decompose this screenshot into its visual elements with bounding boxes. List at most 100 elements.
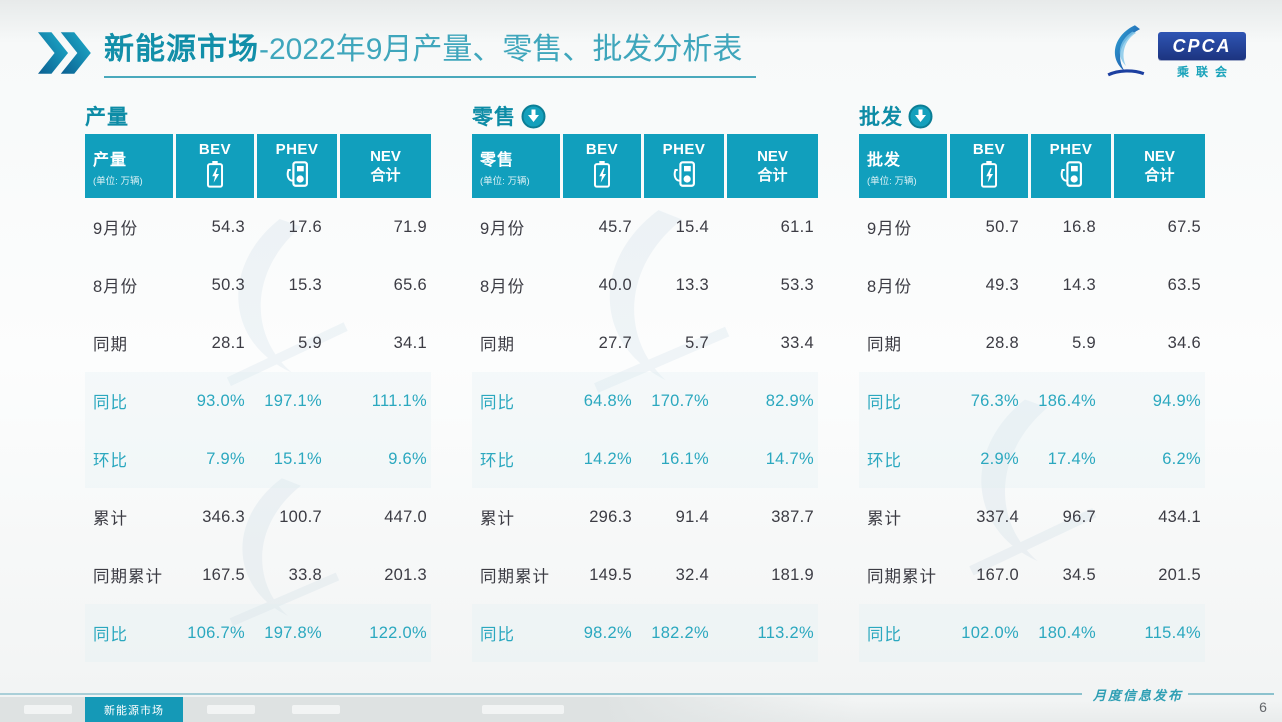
table-header-row: 零售 (单位: 万辆) BEV PHEV [472, 134, 818, 198]
cell-value: 111.1% [371, 391, 427, 410]
table-header-unit: (单位: 万辆) [867, 175, 917, 187]
column-header-bev: BEV [950, 134, 1028, 198]
footer-tab-ghost[interactable] [24, 705, 72, 714]
column-header-bev: BEV [176, 134, 254, 198]
table-row: 同期 28.8 5.9 34.6 [859, 314, 1205, 372]
table-section: 产量 产量 (单位: 万辆) BEV [85, 100, 431, 662]
down-arrow-icon [521, 104, 546, 128]
table-header-label-cell: 批发 (单位: 万辆) [859, 134, 947, 198]
cell-value: 53.3 [780, 275, 814, 294]
cell-value: 50.3 [211, 275, 245, 294]
cell-value: 122.0% [369, 623, 427, 642]
cell-value: 197.1% [264, 391, 322, 410]
nev-label-line2: 合计 [1144, 167, 1175, 184]
cpca-swoosh-icon [1107, 25, 1145, 77]
row-label: 环比 [93, 452, 128, 470]
nev-label-line1: NEV [370, 148, 401, 165]
page-title-rest: -2022年9月产量、零售、批发分析表 [259, 33, 743, 66]
row-label: 同比 [93, 626, 128, 644]
bev-label: BEV [972, 141, 1006, 158]
footer-tab-ghost[interactable] [292, 705, 340, 714]
row-label: 9月份 [480, 220, 526, 238]
row-label: 同比 [867, 626, 902, 644]
cell-value: 49.3 [985, 275, 1019, 294]
column-header-phev: PHEV [1031, 134, 1111, 198]
cell-value: 2.9% [980, 449, 1019, 468]
nev-label-line2: 合计 [757, 167, 788, 184]
cell-value: 337.4 [976, 507, 1019, 526]
cpca-logo-text: CPCA [1158, 32, 1246, 60]
page-title-bold: 新能源市场 [104, 33, 259, 66]
cell-value: 34.5 [1062, 565, 1096, 584]
row-label: 8月份 [93, 278, 139, 296]
cell-value: 17.4% [1047, 449, 1096, 468]
cell-value: 50.7 [985, 217, 1019, 236]
nev-label-line1: NEV [1144, 148, 1175, 165]
cell-value: 76.3% [970, 391, 1019, 410]
section-title: 产量 [85, 106, 129, 129]
table-row: 环比 14.2% 16.1% 14.7% [472, 430, 818, 488]
table-header-row: 产量 (单位: 万辆) BEV PHEV [85, 134, 431, 198]
table-row: 同期累计 149.5 32.4 181.9 [472, 546, 818, 604]
cell-value: 67.5 [1167, 217, 1201, 236]
cell-value: 33.8 [288, 565, 322, 584]
footer-tab-active[interactable]: 新能源市场 [85, 697, 183, 722]
row-label: 9月份 [867, 220, 913, 238]
row-label: 9月份 [93, 220, 139, 238]
cell-value: 34.1 [393, 333, 427, 352]
table-header-row: 批发 (单位: 万辆) BEV PHEV [859, 134, 1205, 198]
cell-value: 71.9 [393, 217, 427, 236]
cell-value: 91.4 [675, 507, 709, 526]
cell-value: 186.4% [1038, 391, 1096, 410]
table-header-unit: (单位: 万辆) [93, 175, 143, 187]
cell-value: 115.4% [1144, 623, 1201, 642]
column-header-nev: NEV 合计 [340, 134, 431, 198]
cell-value: 346.3 [202, 507, 245, 526]
table-header-label-cell: 零售 (单位: 万辆) [472, 134, 560, 198]
table-section: 批发 批发 (单位: 万辆) BEV [859, 100, 1205, 662]
footer-divider-line-right [1188, 693, 1274, 695]
phev-label: PHEV [275, 141, 319, 158]
cell-value: 387.7 [771, 507, 814, 526]
table-row: 9月份 54.3 17.6 71.9 [85, 198, 431, 256]
charger-icon [286, 161, 308, 187]
tables-area: 产量 产量 (单位: 万辆) BEV [85, 100, 1205, 662]
cell-value: 15.3 [288, 275, 322, 294]
table-row: 同比 102.0% 180.4% 115.4% [859, 604, 1205, 662]
footer-tab-ghost[interactable] [207, 705, 255, 714]
battery-icon [206, 161, 224, 188]
cell-value: 7.9% [206, 449, 245, 468]
cell-value: 40.0 [598, 275, 632, 294]
section-title: 批发 [859, 106, 903, 129]
double-chevron-icon [38, 32, 91, 74]
table-header-name: 产量 [93, 151, 128, 169]
table-header-name: 零售 [480, 151, 515, 169]
column-header-bev: BEV [563, 134, 641, 198]
footer-tab-bar: 新能源市场 [0, 697, 858, 722]
table-row: 同比 98.2% 182.2% 113.2% [472, 604, 818, 662]
section-header: 产量 [85, 100, 431, 132]
cell-value: 9.6% [388, 449, 427, 468]
table-row: 环比 7.9% 15.1% 9.6% [85, 430, 431, 488]
cell-value: 28.8 [985, 333, 1019, 352]
table-row: 环比 2.9% 17.4% 6.2% [859, 430, 1205, 488]
cell-value: 167.0 [976, 565, 1019, 584]
page-title: 新能源市场-2022年9月产量、零售、批发分析表 [104, 30, 757, 78]
row-label: 累计 [867, 510, 902, 528]
table-row: 累计 346.3 100.7 447.0 [85, 488, 431, 546]
section-header: 零售 [472, 100, 818, 132]
row-label: 8月份 [480, 278, 526, 296]
footer-tab-ghost[interactable] [482, 705, 564, 714]
cell-value: 180.4% [1038, 623, 1096, 642]
cell-value: 5.9 [298, 333, 322, 352]
cell-value: 94.9% [1152, 391, 1201, 410]
down-arrow-icon [908, 104, 933, 128]
cell-value: 33.4 [780, 333, 814, 352]
cell-value: 201.3 [384, 565, 427, 584]
battery-icon [980, 161, 998, 188]
cell-value: 182.2% [651, 623, 709, 642]
cell-value: 98.2% [583, 623, 632, 642]
cell-value: 17.6 [288, 217, 322, 236]
cell-value: 14.3 [1062, 275, 1096, 294]
